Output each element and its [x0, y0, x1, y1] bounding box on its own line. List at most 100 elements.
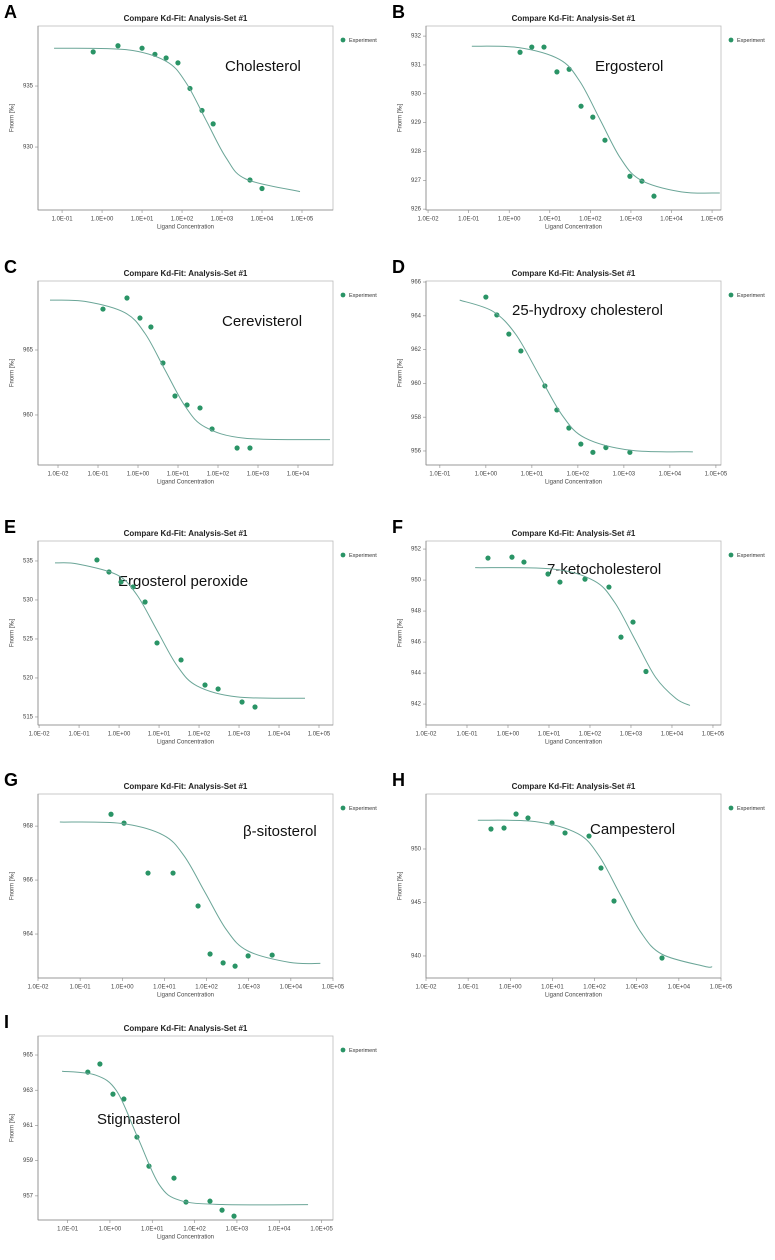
data-point	[501, 825, 507, 831]
plot-frame	[37, 280, 334, 466]
x-tick-label: 1.0E+02	[583, 985, 606, 991]
legend-label: Experiment	[737, 38, 765, 44]
panel-letter: F	[392, 517, 403, 537]
y-tick-label: 952	[411, 547, 422, 553]
chart-title: Compare Kd-Fit: Analysis-Set #1	[512, 269, 636, 278]
y-tick-label: 968	[23, 824, 34, 830]
data-point	[521, 559, 527, 565]
data-point	[239, 699, 245, 705]
x-axis-label: Ligand Concentration	[157, 740, 214, 746]
data-point	[171, 1175, 177, 1181]
x-tick-label: 1.0E+04	[251, 217, 274, 223]
x-axis-label: Ligand Concentration	[157, 993, 214, 999]
data-point	[659, 955, 665, 961]
x-tick-label: 1.0E+02	[567, 472, 590, 478]
y-tick-label: 958	[411, 415, 422, 421]
x-tick-label: 1.0E-01	[69, 732, 91, 738]
data-point	[578, 103, 584, 109]
x-tick-label: 1.0E-02	[29, 732, 51, 738]
data-point	[259, 185, 265, 192]
chart-title: Compare Kd-Fit: Analysis-Set #1	[512, 529, 636, 538]
legend-marker	[728, 37, 734, 43]
y-axis-label: Fnorm [‰]	[10, 872, 16, 901]
data-point	[529, 44, 535, 50]
x-tick-label: 1.0E+00	[91, 217, 114, 223]
y-tick-label: 962	[411, 347, 422, 353]
fit-curve	[459, 299, 693, 453]
data-point	[627, 449, 633, 455]
y-tick-label: 945	[411, 900, 422, 906]
legend-marker	[340, 805, 346, 811]
x-tick-label: 1.0E+00	[475, 472, 498, 478]
x-tick-label: 1.0E-01	[52, 217, 74, 223]
data-point	[269, 952, 275, 958]
y-axis-label: Fnorm [‰]	[10, 104, 16, 133]
x-tick-label: 1.0E-02	[48, 472, 70, 478]
data-point	[197, 405, 203, 411]
annotation: Campesterol	[590, 821, 675, 838]
data-point	[110, 1091, 116, 1097]
x-tick-label: 1.0E+05	[705, 472, 728, 478]
x-tick-label: 1.0E+02	[579, 732, 602, 738]
x-axis-label: Ligand Concentration	[545, 480, 602, 486]
x-axis-label: Ligand Concentration	[545, 993, 602, 999]
y-axis-label: Fnorm [‰]	[10, 1114, 16, 1143]
data-point	[590, 449, 596, 455]
annotation: Cholesterol	[225, 58, 301, 75]
data-point	[195, 903, 201, 909]
x-tick-label: 1.0E+04	[280, 985, 303, 991]
x-tick-label: 1.0E+02	[207, 472, 230, 478]
x-tick-label: 1.0E+01	[167, 472, 190, 478]
data-point	[517, 49, 523, 55]
legend-label: Experiment	[349, 38, 377, 44]
data-point	[488, 826, 494, 832]
y-tick-label: 942	[411, 702, 422, 708]
data-point	[220, 960, 226, 966]
x-tick-label: 1.0E-02	[415, 732, 437, 738]
data-point	[509, 554, 515, 560]
data-point	[590, 114, 596, 120]
y-axis-label: Fnorm [‰]	[398, 104, 404, 133]
y-tick-label: 940	[411, 954, 422, 960]
panel-letter: C	[4, 257, 17, 277]
chart-title: Compare Kd-Fit: Analysis-Set #1	[124, 529, 248, 538]
x-tick-label: 1.0E+01	[521, 472, 544, 478]
x-tick-label: 1.0E+01	[141, 1227, 164, 1233]
data-point	[627, 173, 633, 179]
data-point	[202, 682, 208, 688]
data-point	[245, 953, 251, 959]
x-axis-label: Ligand Concentration	[545, 740, 602, 746]
legend-marker	[728, 552, 734, 558]
data-point	[582, 576, 588, 582]
x-tick-label: 1.0E+03	[226, 1227, 249, 1233]
data-point	[630, 619, 636, 625]
x-tick-label: 1.0E+05	[322, 985, 345, 991]
x-tick-label: 1.0E+03	[211, 217, 234, 223]
data-point	[207, 1198, 213, 1204]
y-axis-label: Fnorm [‰]	[10, 619, 16, 648]
x-tick-label: 1.0E+05	[310, 1227, 333, 1233]
data-point	[485, 555, 491, 561]
plot-frame	[37, 1035, 334, 1221]
chart-title: Compare Kd-Fit: Analysis-Set #1	[124, 1024, 248, 1033]
x-tick-label: 1.0E+02	[195, 985, 218, 991]
chart-title: Compare Kd-Fit: Analysis-Set #1	[124, 14, 248, 23]
data-point	[554, 69, 560, 75]
y-tick-label: 929	[411, 120, 422, 126]
x-tick-label: 1.0E+00	[498, 217, 521, 223]
x-tick-label: 1.0E+01	[148, 732, 171, 738]
x-tick-label: 1.0E+04	[287, 472, 310, 478]
y-tick-label: 950	[411, 847, 422, 853]
x-tick-label: 1.0E+04	[661, 732, 684, 738]
y-tick-label: 960	[411, 381, 422, 387]
plot-frame	[37, 25, 334, 211]
panel-letter: H	[392, 770, 405, 790]
x-tick-label: 1.0E+05	[710, 985, 733, 991]
legend-marker	[340, 1047, 346, 1053]
y-tick-label: 948	[411, 609, 422, 615]
chart-title: Compare Kd-Fit: Analysis-Set #1	[512, 14, 636, 23]
panel-letter: I	[4, 1012, 9, 1032]
fit-curve	[54, 562, 306, 699]
y-tick-label: 966	[23, 878, 34, 884]
